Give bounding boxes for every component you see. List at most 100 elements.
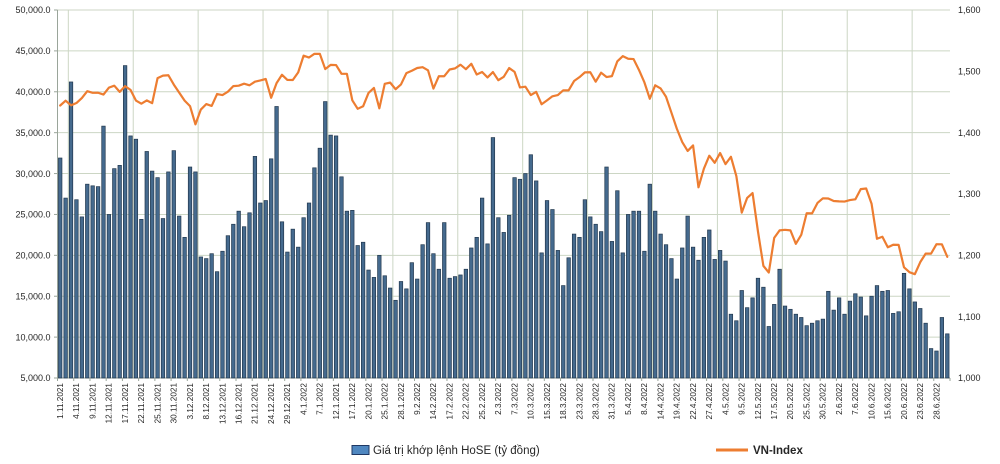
bar [382, 275, 387, 379]
bar [133, 138, 139, 379]
bar [685, 215, 690, 379]
bar [566, 257, 571, 379]
bar [425, 222, 431, 379]
x-axis-label: 10.6.2022 [867, 383, 876, 420]
bar [550, 209, 555, 379]
bar [658, 233, 663, 379]
x-axis-label: 28.1.2022 [397, 383, 406, 420]
bar [571, 233, 577, 379]
bar [474, 236, 479, 379]
bar [707, 229, 712, 379]
bar [485, 243, 490, 379]
bar [901, 272, 907, 379]
bar [544, 200, 550, 379]
bar [177, 215, 182, 379]
x-axis-label: 15.3.2022 [543, 383, 552, 420]
bar [128, 135, 133, 379]
bar [101, 125, 106, 379]
bar [247, 212, 252, 379]
bar [507, 214, 512, 379]
bar [106, 214, 111, 379]
bar [204, 258, 209, 379]
bar [160, 218, 166, 379]
left-axis-label: 20,000.0 [15, 251, 50, 261]
left-axis-label: 5,000.0 [20, 373, 50, 383]
bar [420, 244, 425, 379]
bar [750, 297, 755, 379]
x-axis-label: 4.1.2022 [299, 383, 308, 415]
left-axis-tick-labels: 50,000.0 45,000.0 40,000.0 35,000.0 30,000.0… [15, 5, 50, 383]
legend-bar-swatch [351, 445, 370, 455]
bar [220, 250, 225, 379]
bar [339, 176, 344, 379]
bar [85, 183, 90, 379]
bar [171, 150, 176, 379]
bar [772, 304, 777, 379]
x-axis-label: 22.11.2021 [137, 383, 146, 424]
bar [296, 246, 301, 379]
bar [820, 318, 825, 379]
bar [561, 285, 566, 379]
x-axis-label: 24.12.2021 [267, 383, 276, 424]
bar [782, 305, 788, 379]
bar [415, 278, 420, 379]
bar [755, 277, 761, 379]
x-axis-label: 29.12.2021 [283, 383, 292, 424]
bar [523, 173, 528, 379]
bar [274, 106, 279, 379]
bar [388, 287, 393, 379]
bar [361, 241, 366, 379]
bar [214, 271, 220, 379]
x-axis-label: 20.6.2022 [900, 383, 909, 420]
x-axis-label: 17.1.2022 [348, 383, 357, 420]
bar [723, 260, 728, 379]
x-axis-label: 14.4.2022 [656, 383, 665, 420]
x-axis-label: 28.6.2022 [932, 383, 941, 420]
bar [701, 236, 706, 379]
x-axis-label: 18.3.2022 [559, 383, 568, 420]
bar [198, 256, 203, 379]
bar [615, 190, 620, 379]
bar [469, 247, 474, 379]
bar [680, 247, 685, 379]
bar [512, 177, 517, 379]
vnindex-line [59, 52, 949, 276]
left-axis-label: 40,000.0 [15, 87, 50, 97]
x-axis-label: 16.12.2021 [235, 383, 244, 424]
x-axis-label: 7.6.2022 [851, 383, 860, 415]
x-axis-label: 23.3.2022 [575, 383, 584, 420]
bar [112, 168, 117, 379]
bar [696, 259, 701, 379]
bar [945, 333, 950, 379]
x-axis-label: 12.1.2021 [332, 383, 341, 420]
bar [777, 268, 782, 379]
bar [333, 135, 339, 379]
bar [815, 320, 820, 379]
bar [252, 156, 258, 379]
x-axis-label: 8.12.2021 [202, 383, 211, 420]
bar [674, 278, 679, 379]
x-axis-label: 15.6.2022 [884, 383, 893, 420]
x-axis-label: 4.5.2022 [721, 383, 730, 415]
bar [712, 259, 717, 379]
bar [734, 320, 739, 379]
bar [831, 309, 836, 379]
x-axis-label: 12.11.2021 [105, 383, 114, 424]
left-axis-label: 45,000.0 [15, 46, 50, 56]
bar [63, 197, 68, 379]
left-axis-label: 35,000.0 [15, 128, 50, 138]
bar [745, 307, 750, 379]
bar [728, 313, 734, 379]
bar [436, 268, 441, 379]
bar [187, 166, 193, 379]
bar [739, 290, 744, 379]
bar [869, 295, 874, 379]
bar [144, 151, 149, 379]
bar [496, 217, 501, 379]
right-axis-label: 1,500 [958, 67, 981, 77]
bar [593, 223, 598, 379]
bar [306, 202, 312, 379]
bar [653, 210, 658, 379]
x-axis-label: 4.11.2021 [72, 383, 81, 419]
